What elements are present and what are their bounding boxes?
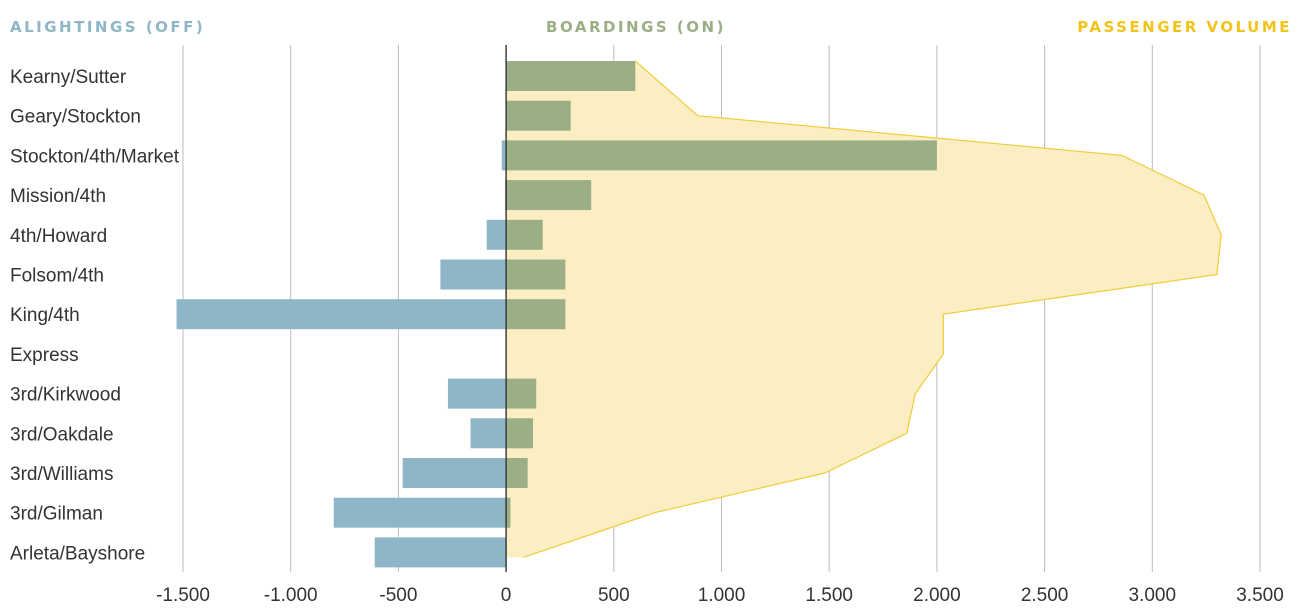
category-labels: Kearny/Sutter Geary/Stockton Stockton/4th/…	[10, 67, 180, 564]
alightings-bar	[470, 418, 507, 449]
volume-area	[506, 61, 1222, 558]
x-tick-label: 500	[598, 585, 630, 606]
alightings-bar	[447, 378, 507, 409]
category-label: 4th/Howard	[10, 226, 107, 247]
alightings-bar	[176, 299, 507, 330]
category-label: Stockton/4th/Market	[10, 146, 180, 167]
boardings-bar	[506, 299, 566, 330]
x-tick-label: 1.500	[805, 585, 853, 606]
boardings-bar	[506, 458, 528, 488]
bars-layer	[176, 61, 937, 568]
alightings-bar	[374, 537, 507, 568]
x-tick-label: 0	[501, 585, 512, 606]
category-label: Express	[10, 345, 79, 366]
category-label: King/4th	[10, 305, 80, 326]
alightings-bar	[501, 140, 507, 171]
x-tick-label: -1.500	[156, 585, 210, 606]
boardings-bar	[506, 418, 534, 449]
alightings-bar	[486, 219, 507, 250]
alightings-bar	[333, 497, 507, 528]
boardings-bar	[506, 497, 511, 528]
boardings-bar	[506, 100, 571, 131]
boardings-bar	[506, 219, 543, 250]
alightings-header: ALIGHTINGS (OFF)	[10, 18, 205, 36]
category-label: 3rd/Kirkwood	[10, 385, 121, 406]
x-tick-label: 1.000	[698, 585, 746, 606]
category-label: Mission/4th	[10, 186, 106, 207]
category-label: 3rd/Oakdale	[10, 424, 114, 445]
boardings-bar	[506, 259, 566, 290]
x-tick-label: 3.000	[1129, 585, 1177, 606]
category-label: 3rd/Gilman	[10, 504, 103, 525]
boardings-bar	[506, 61, 636, 91]
category-label: 3rd/Williams	[10, 464, 113, 485]
x-tick-label: -500	[379, 585, 417, 606]
volume-line	[523, 60, 1222, 558]
alightings-bar	[440, 259, 507, 290]
category-label: Folsom/4th	[10, 266, 104, 287]
x-tick-label: 2.000	[913, 585, 961, 606]
x-tick-label: 3.500	[1236, 585, 1284, 606]
volume-area-layer	[506, 60, 1222, 558]
category-label: Arleta/Bayshore	[10, 543, 145, 564]
boardings-bar	[506, 180, 592, 211]
category-label: Geary/Stockton	[10, 107, 141, 128]
x-tick-labels: -1.500 -1.000 -500 0 500 1.000 1.500 2.000 2.500…	[156, 585, 1284, 606]
boardings-header: BOARDINGS (ON)	[546, 18, 726, 36]
boardings-bar	[506, 378, 537, 409]
boardings-bar	[506, 140, 937, 171]
alightings-bar	[402, 458, 507, 488]
volume-header: PASSENGER VOLUME	[1077, 18, 1292, 36]
x-tick-label: 2.500	[1021, 585, 1069, 606]
x-tick-label: -1.000	[264, 585, 318, 606]
category-label: Kearny/Sutter	[10, 67, 127, 88]
